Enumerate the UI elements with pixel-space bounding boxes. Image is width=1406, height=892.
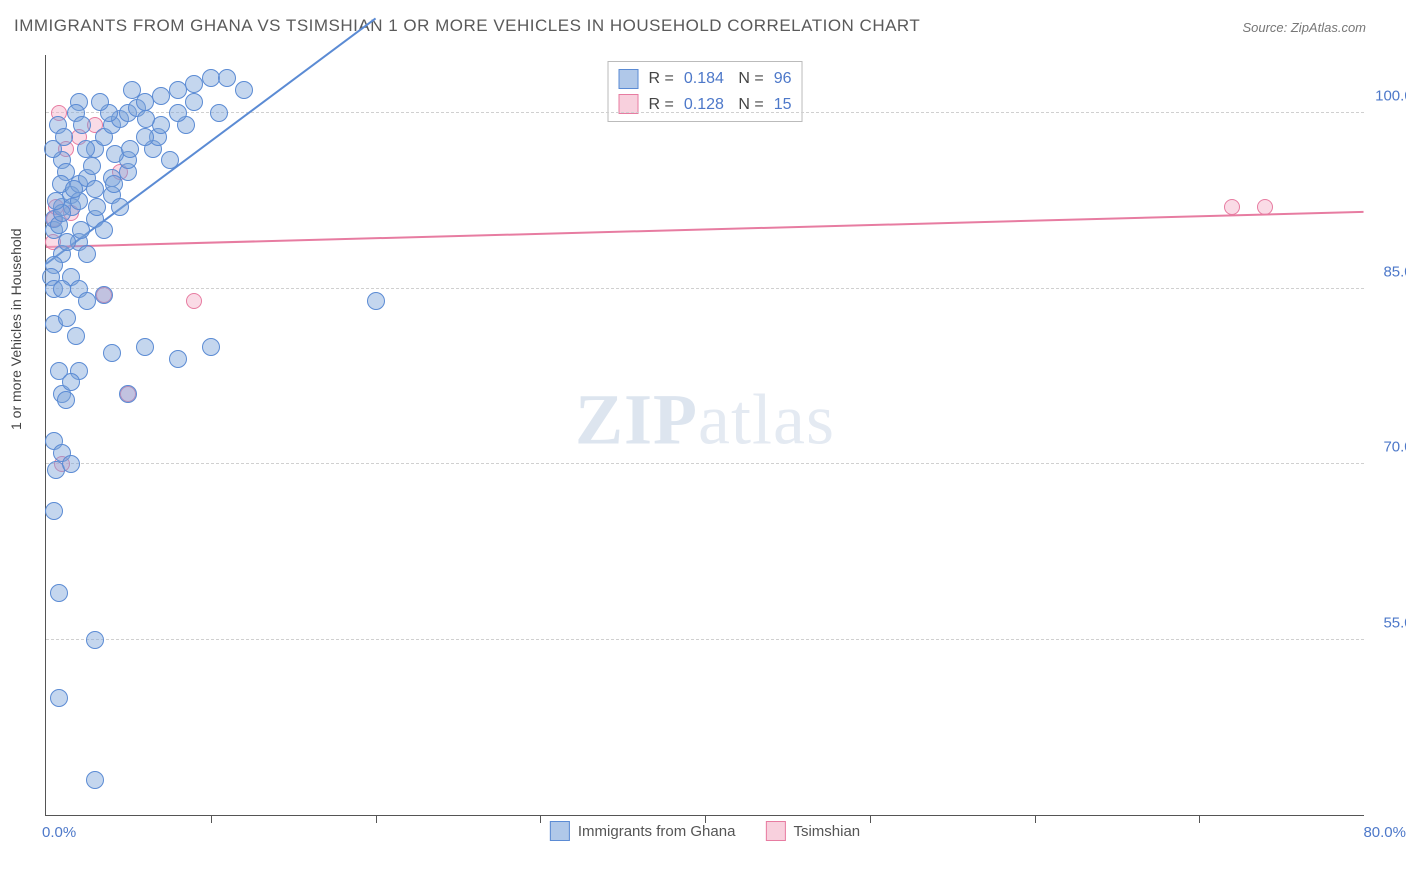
scatter-point [83, 157, 101, 175]
scatter-point [45, 502, 63, 520]
scatter-point [78, 292, 96, 310]
swatch-blue-icon [619, 69, 639, 89]
legend-label: Immigrants from Ghana [578, 823, 736, 840]
scatter-point [123, 81, 141, 99]
scatter-point [88, 198, 106, 216]
x-tick [540, 815, 541, 823]
scatter-point [67, 327, 85, 345]
swatch-blue-icon [550, 821, 570, 841]
legend-item-ghana: Immigrants from Ghana [550, 821, 736, 841]
y-tick-label: 85.0% [1383, 263, 1406, 280]
gridline [46, 288, 1364, 289]
scatter-point [95, 286, 113, 304]
scatter-point [202, 338, 220, 356]
scatter-point [103, 344, 121, 362]
scatter-point [55, 128, 73, 146]
stats-row-ghana: R = 0.184 N = 96 [619, 66, 792, 92]
scatter-point [77, 140, 95, 158]
scatter-point [62, 373, 80, 391]
scatter-point [169, 350, 187, 368]
x-tick [376, 815, 377, 823]
scatter-point [95, 221, 113, 239]
scatter-point [86, 771, 104, 789]
y-tick-label: 100.0% [1375, 88, 1406, 105]
legend-label: Tsimshian [793, 823, 860, 840]
x-tick-label: 80.0% [1363, 824, 1406, 841]
scatter-point [121, 140, 139, 158]
x-tick-label: 0.0% [42, 824, 76, 841]
x-tick [211, 815, 212, 823]
scatter-point [105, 175, 123, 193]
scatter-point [62, 455, 80, 473]
gridline [46, 463, 1364, 464]
scatter-point [218, 69, 236, 87]
scatter-point [186, 293, 202, 309]
x-tick [870, 815, 871, 823]
scatter-point [78, 245, 96, 263]
y-tick-label: 55.0% [1383, 614, 1406, 631]
chart-title: IMMIGRANTS FROM GHANA VS TSIMSHIAN 1 OR … [14, 16, 920, 36]
scatter-point [1224, 199, 1240, 215]
scatter-point [137, 110, 155, 128]
stat-r-value: 0.184 [684, 66, 724, 92]
scatter-point [73, 116, 91, 134]
watermark: ZIPatlas [575, 378, 835, 461]
scatter-point [86, 180, 104, 198]
gridline [46, 639, 1364, 640]
scatter-point [50, 689, 68, 707]
scatter-point [53, 280, 71, 298]
swatch-pink-icon [765, 821, 785, 841]
scatter-point [185, 75, 203, 93]
bottom-legend: Immigrants from Ghana Tsimshian [550, 821, 860, 841]
correlation-chart: IMMIGRANTS FROM GHANA VS TSIMSHIAN 1 OR … [0, 0, 1406, 892]
scatter-point [58, 309, 76, 327]
source-attribution: Source: ZipAtlas.com [1242, 20, 1366, 35]
scatter-point [152, 87, 170, 105]
scatter-point [185, 93, 203, 111]
scatter-point [111, 198, 129, 216]
scatter-point [65, 180, 83, 198]
swatch-pink-icon [619, 94, 639, 114]
scatter-point [136, 128, 154, 146]
scatter-point [1257, 199, 1273, 215]
plot-area: ZIPatlas R = 0.184 N = 96 R = 0.128 N = … [45, 55, 1364, 816]
scatter-point [136, 338, 154, 356]
scatter-point [202, 69, 220, 87]
stat-label: R = [649, 66, 674, 92]
gridline [46, 112, 1364, 113]
scatter-point [119, 385, 137, 403]
y-axis-label: 1 or more Vehicles in Household [8, 228, 24, 430]
scatter-point [169, 104, 187, 122]
scatter-point [57, 391, 75, 409]
trend-line [46, 211, 1364, 248]
scatter-point [91, 93, 109, 111]
x-tick [1199, 815, 1200, 823]
scatter-point [169, 81, 187, 99]
stat-label: N = [734, 66, 764, 92]
scatter-point [367, 292, 385, 310]
scatter-point [210, 104, 228, 122]
scatter-point [72, 221, 90, 239]
legend-item-tsimshian: Tsimshian [765, 821, 860, 841]
y-tick-label: 70.0% [1383, 439, 1406, 456]
scatter-point [86, 631, 104, 649]
scatter-point [47, 192, 65, 210]
stat-n-value: 96 [774, 66, 792, 92]
x-tick [1035, 815, 1036, 823]
scatter-point [50, 584, 68, 602]
x-tick [705, 815, 706, 823]
scatter-point [161, 151, 179, 169]
scatter-point [235, 81, 253, 99]
